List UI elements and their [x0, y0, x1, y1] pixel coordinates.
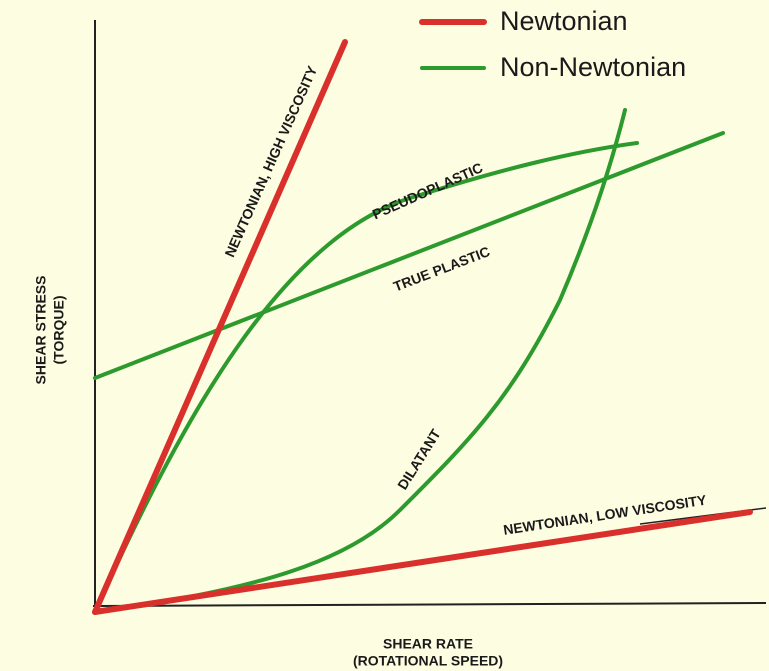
- legend-label: Non-Newtonian: [500, 52, 686, 82]
- dilatant-curve: [93, 108, 627, 614]
- legend-label: Newtonian: [500, 6, 628, 36]
- y-axis-label: SHEAR STRESS: [33, 276, 49, 385]
- newtonian-high-curve: [92, 39, 348, 615]
- pseudoplastic-curve: [93, 141, 639, 614]
- x-axis-sublabel: (ROTATIONAL SPEED): [353, 653, 503, 669]
- x-axis: [92, 602, 767, 607]
- y-axis-sublabel: (TORQUE): [51, 296, 67, 365]
- newtonian-low-curve: [92, 509, 753, 615]
- true-plastic-curve: [93, 131, 725, 380]
- x-axis-label: SHEAR RATE: [383, 636, 473, 652]
